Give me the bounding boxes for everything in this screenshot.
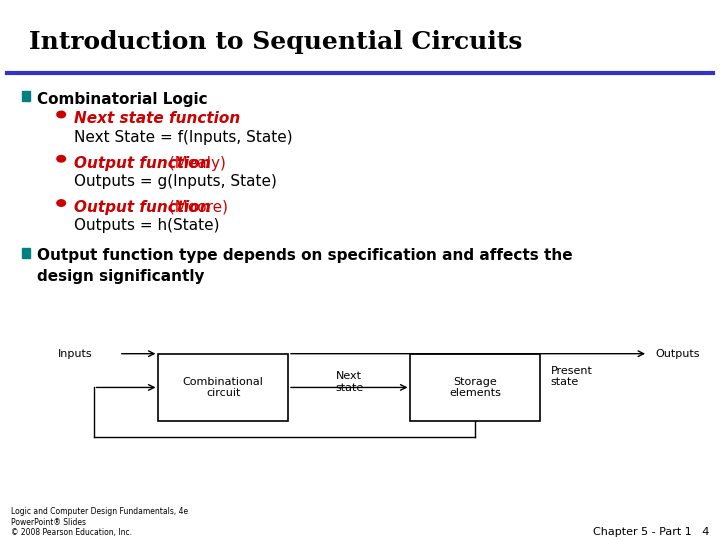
Circle shape: [57, 200, 66, 206]
Text: (Moore): (Moore): [164, 200, 228, 215]
Text: Next
state: Next state: [335, 372, 364, 393]
Text: Output function: Output function: [74, 200, 211, 215]
Text: Chapter 5 - Part 1   4: Chapter 5 - Part 1 4: [593, 527, 709, 537]
Text: Combinatorial Logic: Combinatorial Logic: [37, 92, 208, 107]
Text: Inputs: Inputs: [58, 349, 92, 359]
Text: Combinational
circuit: Combinational circuit: [183, 377, 264, 399]
Text: Logic and Computer Design Fundamentals, 4e
PowerPoint® Slides
© 2008 Pearson Edu: Logic and Computer Design Fundamentals, …: [11, 508, 188, 537]
Text: Outputs = h(State): Outputs = h(State): [74, 218, 220, 233]
Text: Present
state: Present state: [551, 366, 593, 388]
Text: Outputs: Outputs: [655, 349, 700, 359]
Text: Storage
elements: Storage elements: [449, 377, 501, 399]
Bar: [22, 91, 30, 101]
Text: (Mealy): (Mealy): [164, 156, 226, 171]
Text: Output function type depends on specification and affects the
design significant: Output function type depends on specific…: [37, 248, 573, 285]
Text: Next State = f(Inputs, State): Next State = f(Inputs, State): [74, 130, 293, 145]
Text: Introduction to Sequential Circuits: Introduction to Sequential Circuits: [29, 30, 522, 53]
Bar: [410, 354, 540, 421]
Text: Next state function: Next state function: [74, 111, 240, 126]
Circle shape: [57, 156, 66, 162]
Text: Output function: Output function: [74, 156, 211, 171]
Text: Outputs = g(Inputs, State): Outputs = g(Inputs, State): [74, 174, 277, 189]
Circle shape: [57, 111, 66, 118]
Bar: [158, 354, 288, 421]
Bar: [22, 248, 30, 258]
